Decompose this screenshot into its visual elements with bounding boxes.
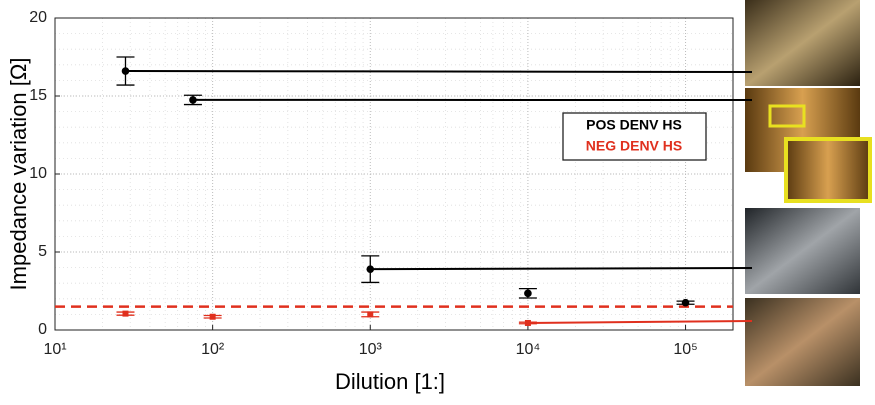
micrograph [745, 298, 860, 386]
y-tick-label: 5 [38, 243, 47, 260]
x-tick-label: 10⁵ [673, 341, 697, 358]
x-tick-label: 10⁴ [516, 341, 541, 358]
marker [122, 67, 130, 75]
y-tick-label: 15 [29, 87, 47, 104]
y-tick-label: 0 [38, 321, 47, 338]
marker [524, 290, 532, 298]
marker [210, 314, 216, 320]
marker [367, 311, 373, 317]
x-tick-label: 10¹ [43, 341, 66, 358]
micrograph [745, 0, 860, 86]
y-tick-label: 20 [29, 9, 47, 26]
micrograph-inset [786, 139, 870, 201]
x-tick-label: 10² [201, 341, 225, 358]
micrographs [745, 0, 870, 386]
connector [370, 268, 752, 269]
legend-entry: NEG DENV HS [586, 138, 682, 154]
x-tick-label: 10³ [359, 341, 383, 358]
connector [125, 71, 752, 72]
marker [525, 320, 531, 326]
marker [682, 299, 690, 307]
y-tick-label: 10 [29, 165, 47, 182]
marker [189, 96, 197, 104]
marker [366, 265, 374, 273]
micrograph [745, 208, 860, 294]
y-axis-label: Impedance variation [Ω] [6, 58, 31, 291]
x-axis-label: Dilution [1:] [335, 369, 445, 394]
marker [122, 311, 128, 317]
legend-entry: POS DENV HS [586, 117, 682, 133]
